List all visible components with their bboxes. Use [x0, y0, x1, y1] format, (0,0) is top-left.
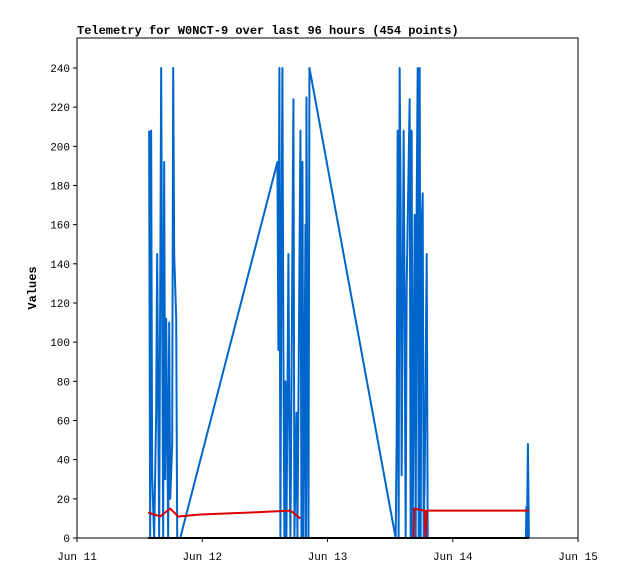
x-tick-label: Jun 11: [57, 552, 97, 564]
series-line: [147, 507, 529, 539]
x-tick-label: Jun 13: [308, 552, 348, 564]
x-tick-label: Jun 12: [182, 552, 222, 564]
y-tick-label: 0: [63, 534, 70, 546]
y-tick-label: 20: [57, 495, 70, 507]
y-tick-label: 240: [50, 64, 70, 76]
series-line: [148, 66, 530, 539]
y-tick-label: 60: [57, 416, 70, 428]
y-tick-label: 200: [50, 142, 70, 154]
y-tick-label: 160: [50, 221, 70, 233]
y-tick-label: 180: [50, 181, 70, 193]
y-axis-label: Values: [26, 266, 40, 309]
y-tick-label: 140: [50, 260, 70, 272]
y-tick-label: 40: [57, 456, 70, 468]
chart-title: Telemetry for W0NCT-9 over last 96 hours…: [77, 24, 459, 38]
x-tick-label: Jun 15: [558, 552, 598, 564]
y-tick-label: 120: [50, 299, 70, 311]
y-tick-label: 80: [57, 377, 70, 389]
y-tick-label: 100: [50, 338, 70, 350]
y-tick-label: 220: [50, 103, 70, 115]
x-tick-label: Jun 14: [433, 552, 473, 564]
